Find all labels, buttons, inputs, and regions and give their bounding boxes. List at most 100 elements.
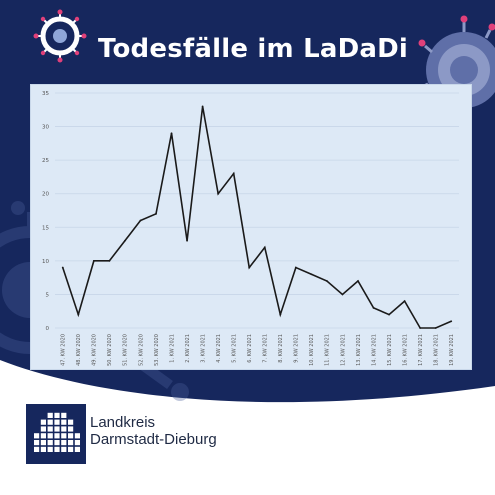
x-tick-label: 3. KW 2021 <box>200 334 206 363</box>
data-point <box>61 266 64 269</box>
organization-line-1: Landkreis <box>90 414 156 431</box>
data-point <box>263 246 266 249</box>
data-point <box>341 293 344 296</box>
data-point <box>186 239 188 242</box>
data-point <box>248 266 251 269</box>
data-point <box>326 280 328 282</box>
x-tick-label: 6. KW 2021 <box>247 334 253 363</box>
organization-name: Landkreis Darmstadt-Dieburg <box>90 414 217 448</box>
logo-cell <box>40 419 46 425</box>
x-tick-label: 51. KW 2020 <box>123 334 129 366</box>
logo-cell <box>40 446 46 452</box>
logo-cell <box>68 419 74 425</box>
data-point <box>92 259 95 262</box>
white-wave <box>0 360 495 495</box>
data-point <box>388 313 390 316</box>
logo-cell <box>61 426 67 432</box>
logo-cell <box>74 446 80 452</box>
x-tick-label: 52. KW 2020 <box>138 334 144 366</box>
x-tick-label: 50. KW 2020 <box>107 334 113 366</box>
logo-cell <box>61 446 67 452</box>
logo-cell <box>54 433 60 439</box>
logo-cell <box>47 446 53 452</box>
logo-cell <box>68 446 74 452</box>
data-point <box>450 320 453 323</box>
logo-cell <box>68 440 74 446</box>
x-tick-label: 18. KW 2021 <box>433 334 439 366</box>
y-tick-label: 15 <box>42 225 49 231</box>
x-tick-label: 9. KW 2021 <box>294 334 300 363</box>
x-tick-label: 19. KW 2021 <box>449 334 455 366</box>
logo-cell <box>34 446 40 452</box>
data-point <box>217 192 220 195</box>
y-tick-label: 10 <box>42 259 49 265</box>
logo-cell <box>47 412 53 418</box>
data-point <box>232 172 235 175</box>
logo-cell <box>54 446 60 452</box>
line-chart: 0 5 10 15 20 25 30 35 47. KW 2020 48. KW 2020 49. … <box>42 91 459 366</box>
x-tick-label: 17. KW 2021 <box>418 334 424 366</box>
data-point <box>434 327 437 329</box>
x-tick-label: 49. KW 2020 <box>92 334 98 366</box>
logo-cell <box>47 426 53 432</box>
data-point <box>372 306 375 309</box>
data-point <box>419 327 422 329</box>
y-tick-label: 30 <box>42 125 49 131</box>
data-point <box>77 313 80 316</box>
x-tick-label: 11. KW 2021 <box>325 334 331 366</box>
y-tick-label: 35 <box>42 91 49 97</box>
data-point <box>310 273 313 276</box>
logo-cell <box>34 440 40 446</box>
data-point <box>403 300 406 303</box>
logo-cell <box>61 419 67 425</box>
x-tick-label: 16. KW 2021 <box>402 334 408 366</box>
y-tick-label: 20 <box>42 192 49 198</box>
x-tick-label: 1. KW 2021 <box>169 334 175 363</box>
logo-cell <box>54 426 60 432</box>
logo-cell <box>61 440 67 446</box>
data-point <box>155 212 157 215</box>
logo-cell <box>61 412 67 418</box>
logo-cell <box>74 440 80 446</box>
logo-cell <box>68 426 74 432</box>
y-tick-label: 0 <box>46 326 50 332</box>
data-point <box>201 105 204 108</box>
series-line <box>62 106 452 329</box>
x-tick-label: 48. KW 2020 <box>76 334 82 366</box>
logo-cell <box>54 419 60 425</box>
logo-cell <box>47 419 53 425</box>
data-point <box>124 239 126 242</box>
logo-cell <box>47 440 53 446</box>
data-point <box>170 132 173 135</box>
logo-cell <box>74 433 80 439</box>
x-tick-label: 4. KW 2021 <box>216 334 222 363</box>
y-tick-label: 5 <box>46 292 50 298</box>
x-tick-label: 2. KW 2021 <box>185 334 191 363</box>
x-tick-label: 8. KW 2021 <box>278 334 284 363</box>
grid-logo-icon <box>34 412 80 452</box>
x-tick-label: 14. KW 2021 <box>371 334 377 366</box>
data-point <box>294 266 297 269</box>
x-tick-label: 7. KW 2021 <box>263 334 269 363</box>
x-tick-label: 12. KW 2021 <box>340 334 346 366</box>
logo-cell <box>40 440 46 446</box>
x-tick-label: 53. KW 2020 <box>154 334 160 366</box>
x-tick-label: 13. KW 2021 <box>356 334 362 366</box>
data-point <box>279 313 282 316</box>
data-point <box>357 280 359 282</box>
x-tick-label: 5. KW 2021 <box>231 334 237 363</box>
data-point <box>108 259 111 262</box>
logo-cell <box>61 433 67 439</box>
logo-cell <box>40 426 46 432</box>
organization-line-2: Darmstadt-Dieburg <box>90 431 217 448</box>
logo-cell <box>47 433 53 439</box>
x-tick-label: 10. KW 2021 <box>309 334 315 366</box>
logo-cell <box>34 433 40 439</box>
logo-cell <box>54 412 60 418</box>
district-logo <box>26 404 86 464</box>
logo-cell <box>54 440 60 446</box>
chart-panel: 0 5 10 15 20 25 30 35 47. KW 2020 48. KW 2020 49. … <box>30 84 472 370</box>
top-left-virus-icon <box>33 9 87 63</box>
logo-cell <box>68 433 74 439</box>
